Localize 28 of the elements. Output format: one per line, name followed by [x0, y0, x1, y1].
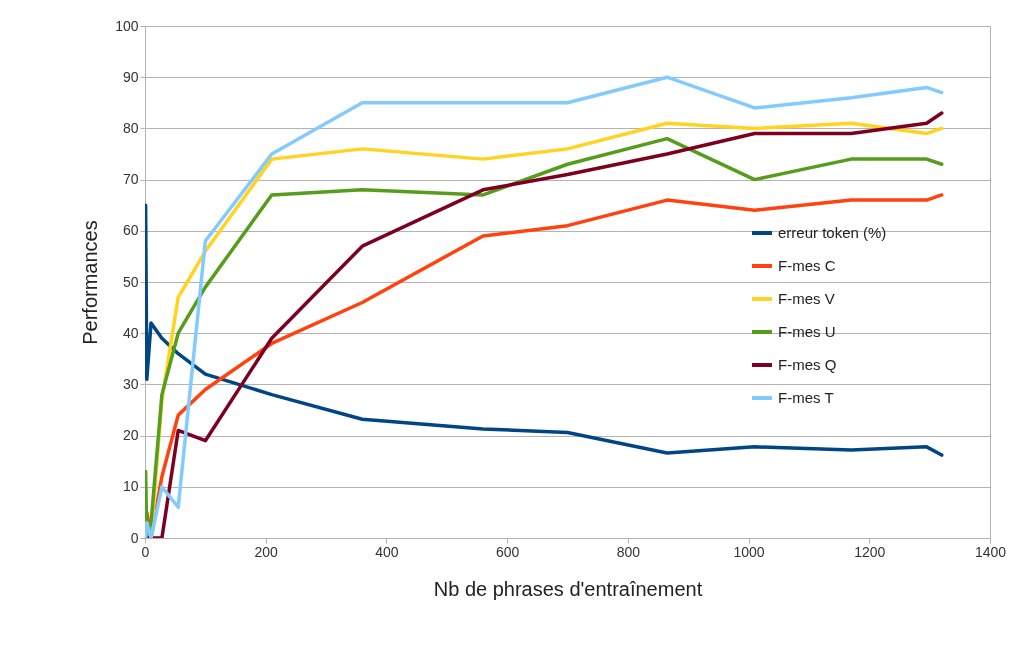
- x-tick-label: 1200: [854, 543, 886, 560]
- y-tick-label: 60: [122, 222, 139, 239]
- x-tick-label: 0: [141, 543, 150, 560]
- y-tick-label: 50: [122, 273, 139, 290]
- y-tick-label: 90: [122, 68, 139, 85]
- legend-label: F-mes C: [778, 257, 836, 274]
- x-tick-label: 1400: [974, 543, 1007, 560]
- line-series: [145, 203, 944, 457]
- x-tick-label: 1000: [733, 543, 765, 560]
- x-axis-title: Nb de phrases d'entraînement: [433, 577, 703, 600]
- x-tick-label: 200: [254, 543, 279, 560]
- y-axis-title: Performances: [79, 220, 102, 345]
- y-tick-label: 0: [130, 529, 139, 546]
- legend-label: F-mes U: [778, 323, 836, 340]
- x-tick-label: 400: [375, 543, 399, 560]
- legend-label: F-mes T: [778, 389, 834, 406]
- y-tick-label: 40: [122, 324, 139, 341]
- y-tick-label: 70: [122, 171, 139, 188]
- x-tick-label: 600: [495, 543, 520, 560]
- legend-label: F-mes Q: [778, 356, 837, 373]
- y-tick-label: 30: [122, 375, 139, 392]
- y-tick-label: 20: [122, 427, 139, 444]
- x-tick-label: 800: [616, 543, 641, 560]
- y-tick-label: 10: [122, 478, 139, 495]
- legend-label: F-mes V: [778, 290, 835, 307]
- y-tick-label: 100: [115, 17, 139, 34]
- y-tick-label: 80: [122, 119, 139, 136]
- legend-label: erreur token (%): [778, 224, 887, 241]
